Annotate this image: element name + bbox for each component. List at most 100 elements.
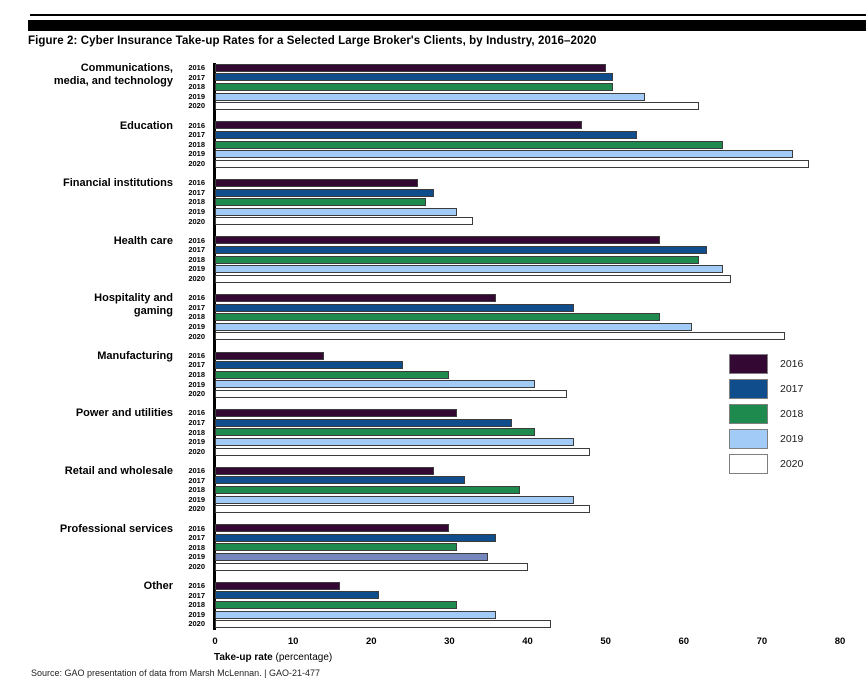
bar-retail-and-wholesale-2016 bbox=[215, 466, 434, 475]
bar-track bbox=[215, 437, 840, 447]
bar-row: 2017 bbox=[173, 188, 840, 198]
legend-label: 2019 bbox=[780, 433, 804, 445]
bar-power-and-utilities-2018 bbox=[215, 428, 536, 437]
bar-professional-services-2017 bbox=[215, 533, 497, 542]
bar-track bbox=[215, 552, 840, 562]
bar-communications-media-and-technology-2020 bbox=[215, 102, 700, 111]
bar-track bbox=[215, 207, 840, 217]
bar-row: 2018 bbox=[173, 82, 840, 92]
bar-row: 2019 bbox=[173, 495, 840, 505]
bar-row: 2018 bbox=[173, 370, 840, 380]
bar-professional-services-2018 bbox=[215, 543, 458, 552]
bar-financial-institutions-2020 bbox=[215, 217, 473, 226]
bar-track bbox=[215, 101, 840, 111]
industry-group: Power and utilities 2016 2017 2018 2019 2020 bbox=[0, 407, 840, 457]
bar-track bbox=[215, 73, 840, 83]
year-label: 2018 bbox=[188, 427, 205, 437]
bar-row: 2020 bbox=[173, 562, 840, 572]
bar-row: 2018 bbox=[173, 428, 840, 438]
year-label: 2016 bbox=[188, 523, 205, 533]
bar-row: 2020 bbox=[173, 447, 840, 457]
bar-track bbox=[215, 610, 840, 620]
x-tick-10: 10 bbox=[287, 636, 299, 647]
year-label: 2019 bbox=[188, 379, 205, 389]
bar-track bbox=[215, 140, 840, 150]
bar-hospitality-and-gaming-2017 bbox=[215, 303, 575, 312]
year-label: 2018 bbox=[188, 197, 205, 207]
year-label: 2016 bbox=[188, 465, 205, 475]
year-label: 2017 bbox=[188, 590, 205, 600]
bar-row: 2019 bbox=[173, 552, 840, 562]
bar-row: 2017 bbox=[173, 303, 840, 313]
bar-track bbox=[215, 524, 840, 534]
year-label: 2016 bbox=[188, 350, 205, 360]
bar-track bbox=[215, 332, 840, 342]
x-tick-20: 20 bbox=[365, 636, 377, 647]
bar-row: 2018 bbox=[173, 255, 840, 265]
bar-row: 2016 bbox=[173, 524, 840, 534]
bar-row: 2020 bbox=[173, 389, 840, 399]
year-label: 2020 bbox=[188, 446, 205, 456]
year-label: 2020 bbox=[188, 101, 205, 111]
year-label: 2017 bbox=[188, 360, 205, 370]
bar-hospitality-and-gaming-2020 bbox=[215, 332, 786, 341]
bar-row: 2018 bbox=[173, 140, 840, 150]
x-tick-40: 40 bbox=[522, 636, 533, 647]
year-label: 2019 bbox=[188, 206, 205, 216]
industry-group: Communications, media, and technology 2016… bbox=[0, 62, 840, 111]
bar-track bbox=[215, 245, 840, 255]
bar-row: 2019 bbox=[173, 264, 840, 274]
bar-track bbox=[215, 543, 840, 553]
year-label: 2017 bbox=[188, 475, 205, 485]
bar-row: 2020 bbox=[173, 159, 840, 169]
bar-track bbox=[215, 274, 840, 284]
bar-row: 2017 bbox=[173, 73, 840, 83]
legend-swatch-icon bbox=[729, 454, 768, 474]
year-label: 2018 bbox=[188, 82, 205, 92]
year-label: 2016 bbox=[188, 293, 205, 303]
year-label: 2018 bbox=[188, 485, 205, 495]
bar-track bbox=[215, 130, 840, 140]
x-tick-60: 60 bbox=[678, 636, 690, 647]
bar-financial-institutions-2018 bbox=[215, 198, 426, 207]
bar-track bbox=[215, 82, 840, 92]
bar-row: 2016 bbox=[173, 466, 840, 476]
year-label: 2017 bbox=[188, 72, 205, 82]
bar-communications-media-and-technology-2016 bbox=[215, 63, 606, 72]
bar-education-2017 bbox=[215, 130, 637, 139]
bar-manufacturing-2016 bbox=[215, 351, 325, 360]
bar-track bbox=[215, 236, 840, 246]
year-label: 2020 bbox=[188, 274, 205, 284]
bar-row: 2016 bbox=[173, 293, 840, 303]
year-label: 2020 bbox=[188, 158, 205, 168]
bar-row: 2020 bbox=[173, 504, 840, 514]
bar-track bbox=[215, 581, 840, 591]
bar-track bbox=[215, 600, 840, 610]
bar-manufacturing-2020 bbox=[215, 389, 567, 398]
bar-track bbox=[215, 533, 840, 543]
bar-row: 2016 bbox=[173, 178, 840, 188]
year-label: 2017 bbox=[188, 417, 205, 427]
bar-power-and-utilities-2017 bbox=[215, 418, 512, 427]
bar-track bbox=[215, 92, 840, 102]
x-tick-30: 30 bbox=[444, 636, 455, 647]
bar-track bbox=[215, 197, 840, 207]
bar-track bbox=[215, 149, 840, 159]
legend-swatch-icon bbox=[729, 429, 768, 449]
industry-label: Financial institutions bbox=[62, 177, 173, 190]
year-label: 2017 bbox=[188, 187, 205, 197]
legend-item-2017: 2017 bbox=[729, 379, 803, 399]
bar-power-and-utilities-2019 bbox=[215, 437, 575, 446]
x-tick-50: 50 bbox=[600, 636, 611, 647]
bar-row: 2017 bbox=[173, 476, 840, 486]
year-label: 2016 bbox=[188, 408, 205, 418]
year-label: 2019 bbox=[188, 437, 205, 447]
year-label: 2019 bbox=[188, 264, 205, 274]
bar-track bbox=[215, 217, 840, 227]
bar-row: 2019 bbox=[173, 92, 840, 102]
legend-item-2020: 2020 bbox=[729, 454, 803, 474]
bar-track bbox=[215, 370, 840, 380]
legend-label: 2017 bbox=[780, 383, 804, 395]
year-label: 2018 bbox=[188, 370, 205, 379]
bar-row: 2018 bbox=[173, 312, 840, 322]
